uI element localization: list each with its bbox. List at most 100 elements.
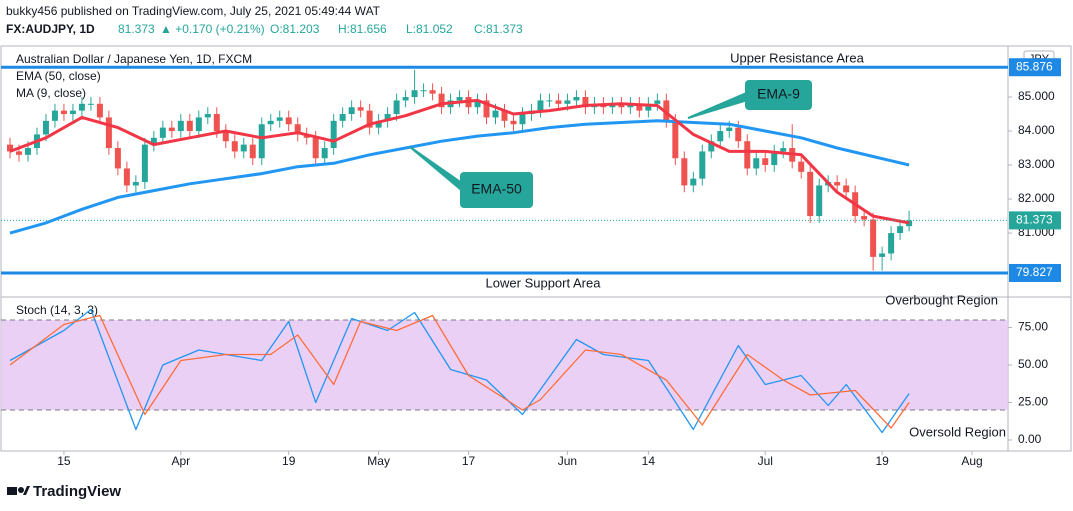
candle-body: [573, 97, 580, 101]
candle-body: [663, 100, 670, 121]
candle-body: [708, 141, 715, 152]
x-tick-label: Apr: [171, 454, 190, 468]
candle-body: [114, 148, 121, 169]
x-tick-label: 14: [642, 454, 656, 468]
candle-body: [744, 141, 751, 169]
candle-body: [357, 107, 364, 111]
candle-body: [879, 253, 886, 257]
y-tick-label: 85.000: [1018, 89, 1055, 103]
candle-body: [96, 103, 103, 118]
candle-body: [906, 220, 913, 227]
candle-body: [24, 148, 31, 155]
candle-body: [654, 100, 661, 104]
candle-body: [123, 168, 130, 186]
annotation: Oversold Region: [909, 424, 1006, 439]
candle-body: [555, 100, 562, 104]
x-tick-label: Jun: [558, 454, 577, 468]
candle-body: [78, 103, 85, 111]
candle-body: [510, 120, 517, 125]
candle-body: [168, 127, 175, 132]
level-price-label: 79.827: [1016, 265, 1053, 279]
candle-body: [267, 120, 274, 125]
candle-body: [105, 117, 112, 149]
candle-body: [204, 114, 211, 118]
line: [9, 119, 910, 235]
publisher: bukky456 published on TradingView.com, J…: [6, 4, 381, 18]
candle-body: [537, 100, 544, 111]
candle-body: [564, 100, 571, 104]
candle-body: [717, 131, 724, 142]
candle-body: [141, 144, 148, 183]
candle-body: [276, 117, 283, 121]
candle-body: [393, 100, 400, 115]
candle-body: [222, 131, 229, 142]
candle-body: [339, 114, 346, 121]
x-tick-label: 19: [282, 454, 296, 468]
last-price-box: [1009, 211, 1061, 230]
level-price-label: 85.876: [1016, 59, 1053, 73]
candle-body: [132, 182, 139, 186]
candle-body: [51, 110, 58, 121]
legend: MA (9, close): [16, 86, 86, 100]
callout-box: [460, 172, 533, 208]
candle-body: [645, 103, 652, 111]
x-tick-label: Aug: [961, 454, 982, 468]
candle-body: [258, 124, 265, 159]
ohlc: O:81.203: [270, 22, 320, 36]
candle-body: [429, 90, 436, 94]
candle-body: [285, 117, 292, 125]
candle-body: [294, 124, 301, 135]
candle-body: [366, 110, 373, 128]
candle-body: [807, 171, 814, 217]
last: 81.373: [118, 22, 155, 36]
symbol: FX:AUDJPY, 1D: [6, 22, 95, 36]
line: [9, 314, 910, 429]
ohlc: L:81.052: [406, 22, 453, 36]
x-tick-label: May: [367, 454, 390, 468]
band-fill: [1, 320, 1008, 410]
ohlc: H:81.656: [338, 22, 387, 36]
candle-body: [15, 151, 22, 155]
y-tick-label: 84.000: [1018, 123, 1055, 137]
candle-body: [60, 110, 67, 115]
chart-title: Australian Dollar / Japanese Yen, 1D, FX…: [16, 52, 252, 66]
candle-body: [150, 137, 157, 145]
candle-body: [870, 219, 877, 257]
change: ▲ +0.170 (+0.21%): [160, 22, 265, 36]
ohlc: C:81.373: [474, 22, 523, 36]
candle-body: [375, 120, 382, 128]
candle-body: [897, 226, 904, 234]
callout-text: EMA-50: [471, 181, 522, 197]
candle-body: [762, 158, 769, 166]
candle-body: [519, 114, 526, 125]
x-tick-label: Jul: [758, 454, 773, 468]
y-tick-label: 82.000: [1018, 191, 1055, 205]
candle-body: [492, 110, 499, 118]
candle-body: [726, 127, 733, 132]
candle-body: [681, 158, 688, 186]
candle-body: [690, 178, 697, 186]
candle-body: [186, 120, 193, 132]
candle-body: [438, 93, 445, 108]
candle-body: [699, 151, 706, 179]
candle-body: [402, 97, 409, 101]
last-price-label: 81.373: [1016, 213, 1053, 227]
candle-body: [6, 144, 13, 152]
annotation: Overbought Region: [885, 292, 998, 307]
stoch-title: Stoch (14, 3, 3): [16, 303, 98, 317]
candle-body: [159, 127, 166, 138]
candle-body: [546, 100, 553, 102]
candle-body: [582, 97, 589, 108]
candle-body: [348, 107, 355, 115]
y-tick-label: 0.00: [1018, 432, 1042, 446]
candle-body: [474, 100, 481, 108]
candle-body: [834, 182, 841, 186]
y-tick-label: 50.00: [1018, 357, 1048, 371]
candle-body: [636, 103, 643, 111]
candle-body: [384, 114, 391, 121]
legend: EMA (50, close): [16, 69, 101, 83]
candle-body: [672, 120, 679, 159]
candle-body: [330, 120, 337, 149]
